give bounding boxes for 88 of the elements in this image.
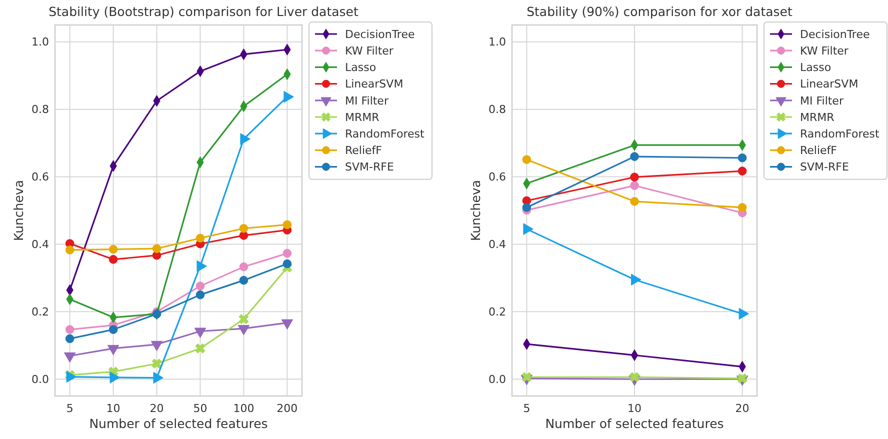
y-tick-label: 0.4 [488,238,506,252]
x-axis-title: Number of selected features [89,416,268,431]
legend-label: MRMR [345,110,380,124]
y-tick-label: 1.0 [32,36,49,49]
point [108,325,118,334]
point [738,203,747,212]
legend-label: Lasso [345,61,376,74]
legend-label: RandomForest [800,127,880,140]
legend-label: ReliefF [345,144,382,158]
point [239,224,248,233]
point [738,153,747,162]
x-tick-label: 20 [150,402,164,415]
point [238,325,250,336]
point [738,166,747,176]
point [522,155,532,164]
legend-label: SVM-RFE [800,160,849,174]
y-axis-title: Kuncheva [11,180,26,241]
point [282,220,292,230]
y-tick-label: 1.0 [488,36,506,49]
point [108,244,118,254]
point [152,244,162,254]
point [522,372,532,382]
point [108,254,118,264]
x-tick-label: 20 [735,402,750,415]
y-tick-label: 0.0 [488,372,506,386]
point [107,344,120,356]
y-tick-label: 0.4 [32,238,49,252]
point [239,276,248,285]
point [630,372,640,382]
legend-label: KW Filter [800,44,849,58]
point [523,223,534,235]
chart-title: Stability (Bootstrap) comparison for Liver dataset [48,4,358,19]
point [522,203,532,212]
point [737,374,748,384]
y-tick-label: 0.6 [488,170,506,184]
point [238,314,249,324]
y-axis-title: Kuncheva [468,180,483,241]
legend-label: Lasso [800,61,832,74]
point [239,231,248,240]
point [65,334,74,344]
point [195,344,206,354]
legend-label: MI Filter [345,94,389,108]
legend-label: MI Filter [800,94,844,108]
x-tick-label: 5 [66,402,74,415]
legend-label: KW Filter [345,44,394,58]
point [281,319,294,330]
point [196,290,205,300]
legend-label: LinearSVM [800,78,858,91]
point [630,196,639,206]
y-tick-label: 0.6 [32,170,49,184]
point [282,248,292,258]
point [152,358,162,369]
point [150,340,163,352]
y-tick-label: 0.8 [488,103,506,116]
point [630,152,639,161]
point [630,274,642,286]
legend-label: MRMR [800,110,835,124]
legend-label: SVM-RFE [345,160,394,174]
point [240,133,250,145]
y-tick-label: 0.8 [32,103,49,116]
point [284,90,294,103]
legend-label: ReliefF [800,144,837,158]
point [65,246,74,254]
x-tick-label: 50 [193,402,208,415]
point [194,328,206,338]
point [196,234,205,243]
point [630,181,639,190]
point [239,262,248,272]
legend-label: DecisionTree [345,28,415,41]
point [65,325,74,334]
x-tick-label: 5 [523,402,530,415]
x-tick-label: 10 [106,402,120,415]
point [630,172,639,182]
y-tick-label: 0.2 [32,306,49,319]
legend-label: LinearSVM [345,78,404,91]
x-tick-label: 10 [628,402,642,415]
point [196,260,207,272]
chart-title: Stability (90%) comparison for xor dataset [526,4,792,19]
x-tick-label: 100 [233,402,254,415]
point [282,259,292,268]
x-axis-title: Number of selected features [545,416,724,431]
y-tick-label: 0.2 [488,306,506,319]
point [64,352,76,363]
x-tick-label: 200 [276,402,298,415]
legend-label: RandomForest [345,127,425,140]
legend-label: DecisionTree [800,28,870,41]
point [196,282,205,290]
y-tick-label: 0.0 [32,372,49,386]
